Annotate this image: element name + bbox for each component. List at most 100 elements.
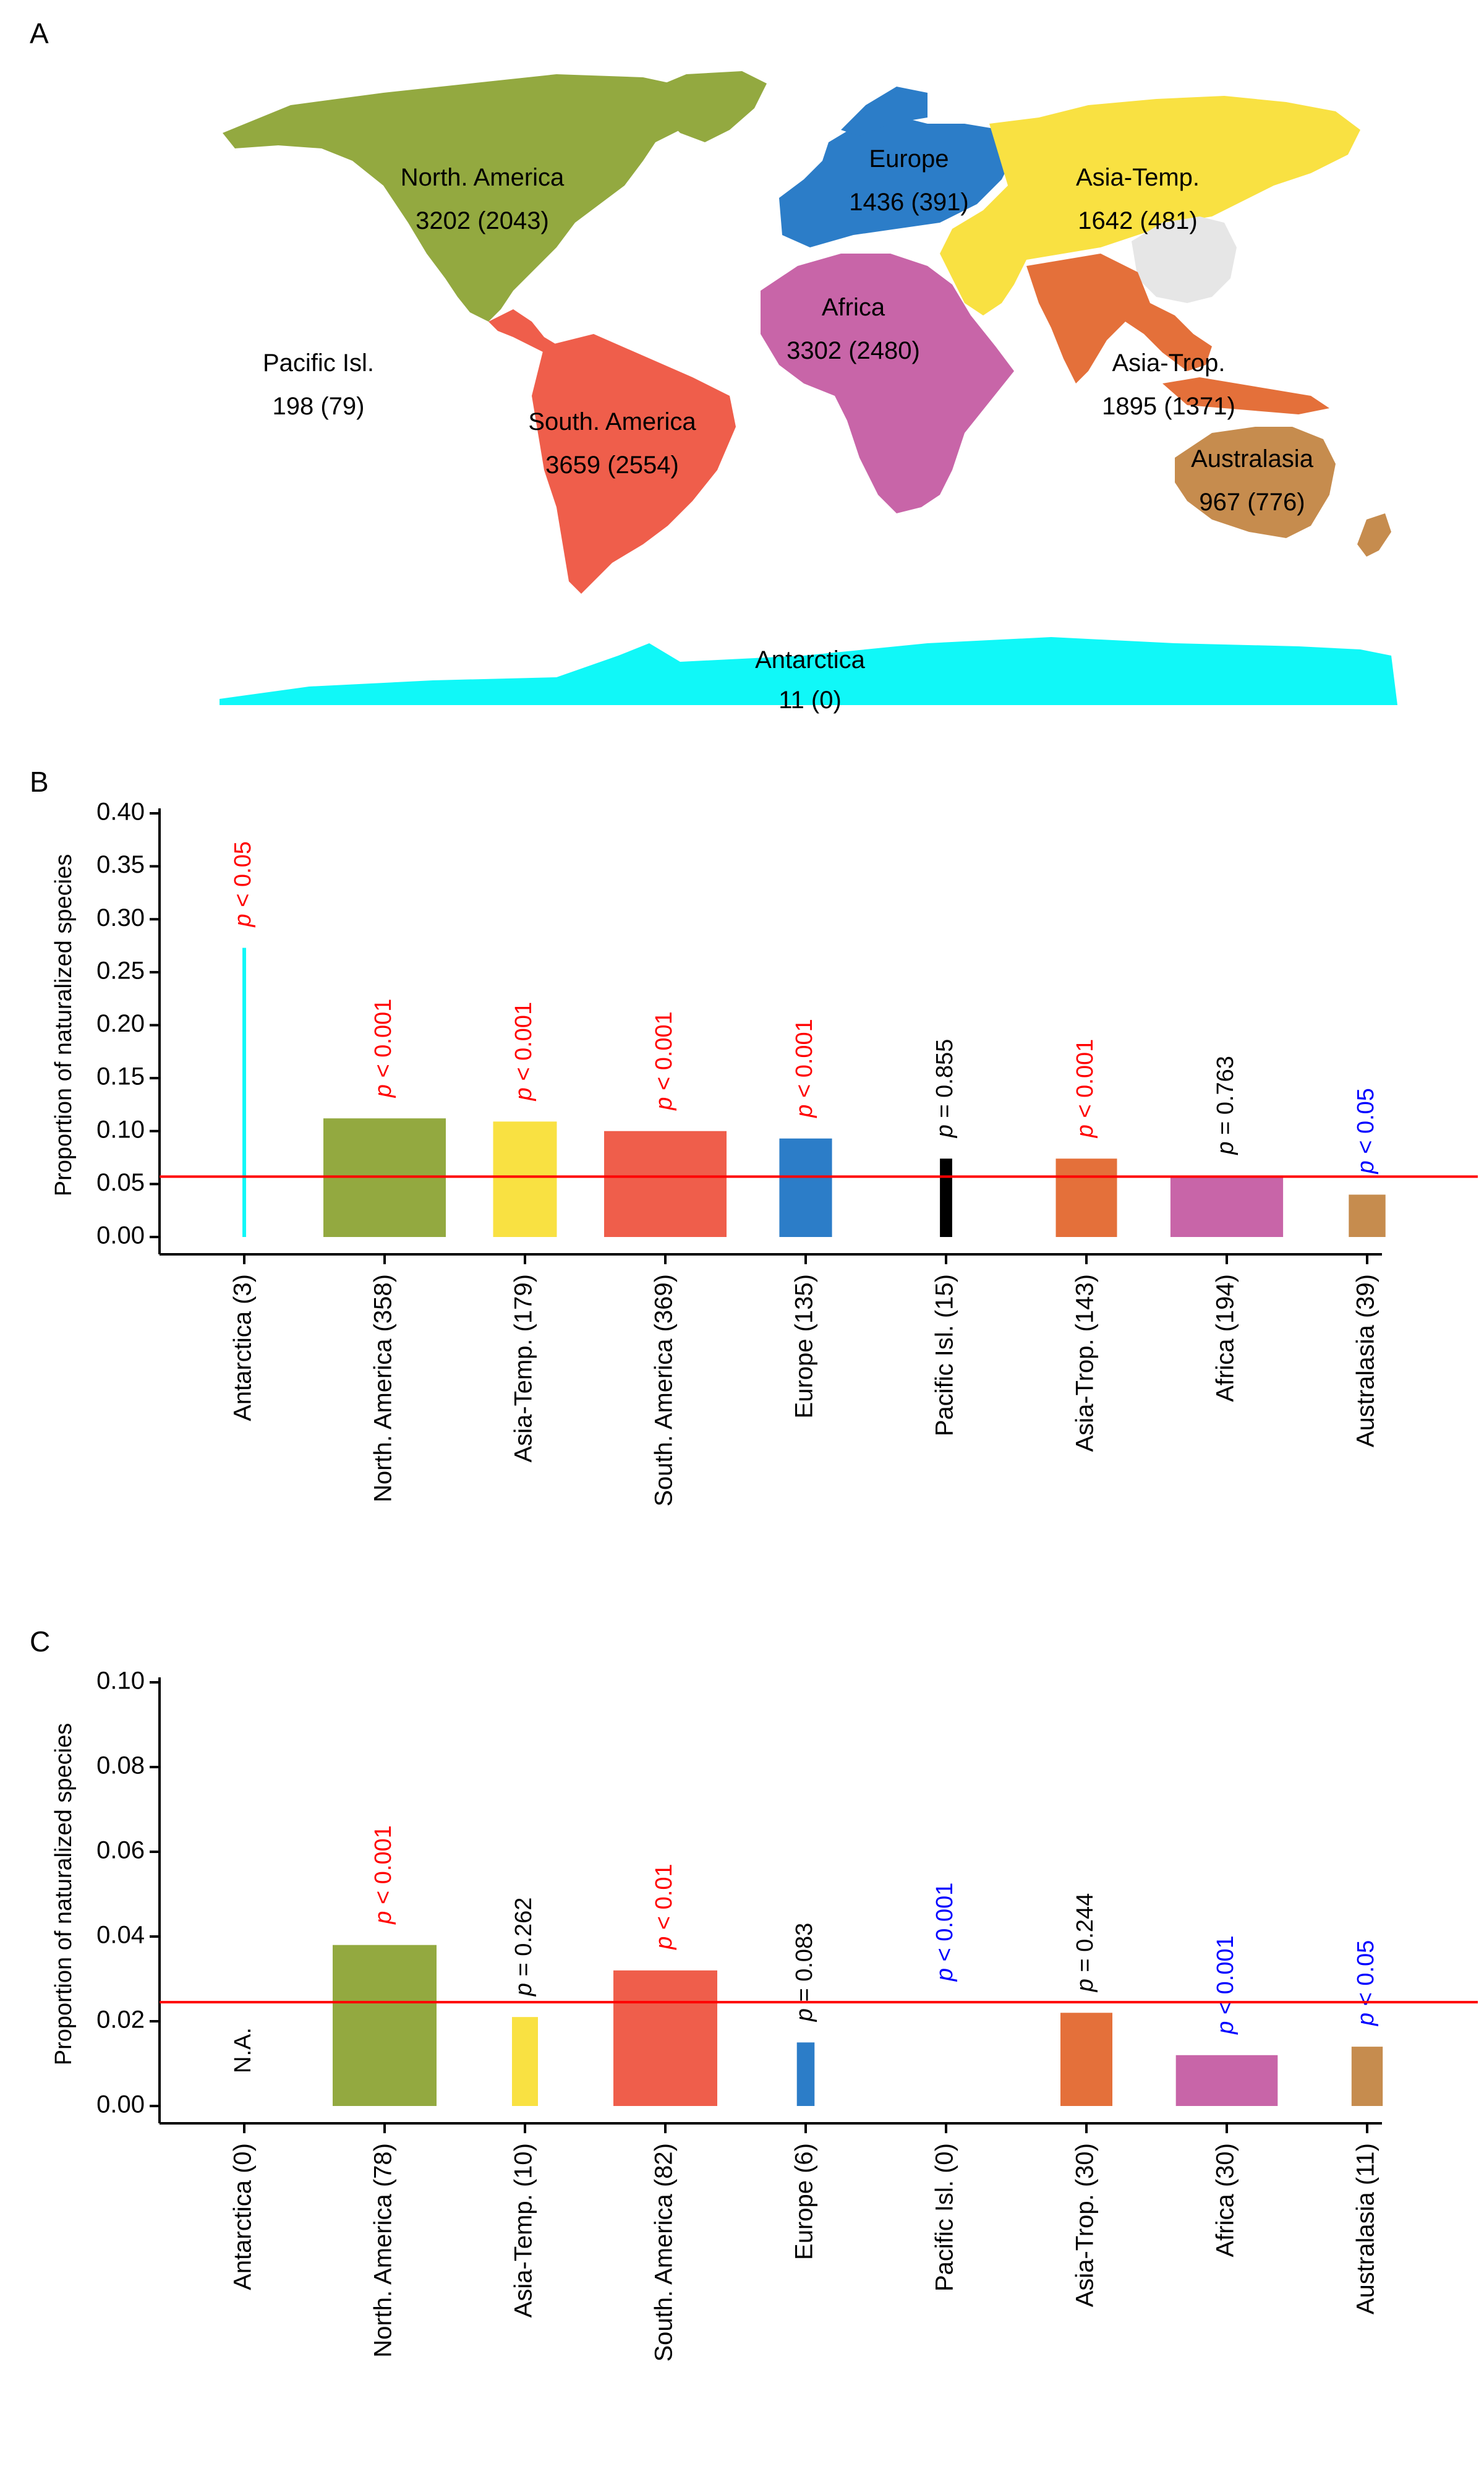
- map-label-south-america-count: 3659 (2554): [545, 452, 679, 479]
- bar[interactable]: [796, 2042, 815, 2106]
- map-label-north-america-name: North. America: [401, 164, 565, 191]
- x-tick-label: Pacific Isl. (0): [931, 2143, 958, 2292]
- bar[interactable]: [242, 948, 246, 1237]
- bar[interactable]: [1060, 2013, 1112, 2106]
- panel-letter-c: C: [30, 1625, 50, 1658]
- x-tick-label: Australasia (39): [1352, 1274, 1380, 1447]
- y-tick-label: 0.40: [96, 798, 145, 826]
- bar[interactable]: [604, 1131, 727, 1237]
- map-region-south-america[interactable]: [532, 334, 736, 594]
- map-region-greenland[interactable]: [649, 71, 767, 142]
- y-tick-label: 0.00: [96, 2091, 145, 2118]
- map-region-africa[interactable]: [761, 254, 1014, 513]
- x-tick-label: South. America (369): [650, 1274, 678, 1507]
- map-label-africa-count: 3302 (2480): [787, 337, 920, 364]
- map-region-north-america[interactable]: [223, 74, 717, 322]
- x-tick-label: Europe (135): [791, 1274, 818, 1418]
- map-region-scandinavia[interactable]: [841, 87, 927, 136]
- y-axis-label: Proportion of naturalized species: [51, 1723, 77, 2065]
- p-value-label: p < 0.001: [511, 1002, 537, 1102]
- world-map-panel: A North. America 3202 (2043) Europe 1436…: [30, 17, 1397, 714]
- y-tick-label: 0.30: [96, 904, 145, 931]
- map-label-asia-temp-name: Asia-Temp.: [1076, 164, 1200, 191]
- y-tick-label: 0.35: [96, 851, 145, 878]
- bar[interactable]: [613, 1970, 717, 2106]
- bar[interactable]: [1175, 2055, 1278, 2106]
- y-tick-label: 0.08: [96, 1752, 145, 1779]
- map-label-pacific-isl-count: 198 (79): [273, 393, 365, 420]
- p-value-label: p = 0.855: [932, 1039, 958, 1139]
- x-tick-label: Antarctica (3): [229, 1274, 257, 1421]
- p-value-label: p < 0.05: [230, 841, 256, 927]
- map-label-europe-count: 1436 (391): [849, 189, 968, 216]
- p-value-label: p < 0.05: [1353, 1088, 1379, 1174]
- map-label-pacific-isl-name: Pacific Isl.: [263, 349, 374, 377]
- map-region-australia[interactable]: [1175, 427, 1336, 538]
- x-tick-label: South. America (82): [650, 2143, 678, 2362]
- y-tick-label: 0.02: [96, 2006, 145, 2034]
- p-value-label: p = 0.763: [1213, 1056, 1239, 1155]
- x-tick-label: Asia-Trop. (143): [1072, 1274, 1099, 1452]
- x-tick-label: Asia-Temp. (179): [510, 1274, 537, 1463]
- chart-c-plot: Proportion of naturalized species 0.00 0.0…: [51, 1667, 1478, 2362]
- bar[interactable]: [1349, 1194, 1386, 1238]
- p-value-label: p < 0.001: [791, 1019, 817, 1118]
- bar[interactable]: [940, 1158, 952, 1237]
- bar[interactable]: [779, 1138, 832, 1237]
- map-label-asia-trop-name: Asia-Trop.: [1112, 349, 1225, 377]
- map-label-north-america-count: 3202 (2043): [416, 207, 549, 234]
- chart-b-plot: Proportion of naturalized species 0.00 0.0…: [51, 798, 1478, 1507]
- y-axis-label: Proportion of naturalized species: [51, 854, 77, 1196]
- p-value-label: p < 0.05: [1353, 1940, 1379, 2026]
- y-tick-label: 0.00: [96, 1222, 145, 1249]
- bar[interactable]: [512, 2017, 538, 2106]
- p-value-label: p < 0.001: [1072, 1039, 1098, 1139]
- y-tick-label: 0.25: [96, 957, 145, 984]
- map-region-indonesia[interactable]: [1162, 377, 1329, 414]
- p-value-label: p < 0.001: [651, 1011, 677, 1111]
- p-value-label: p = 0.083: [791, 1923, 817, 2022]
- bar-chart-panel-b: B Proportion of naturalized species 0.00 0…: [30, 766, 1478, 1507]
- bar[interactable]: [1055, 1158, 1117, 1237]
- bar[interactable]: [493, 1121, 557, 1237]
- map-region-europe[interactable]: [779, 114, 1014, 247]
- y-tick-label: 0.05: [96, 1169, 145, 1196]
- y-tick-label: 0.15: [96, 1063, 145, 1090]
- map-label-antarctica-name: Antarctica: [755, 646, 866, 674]
- map-label-asia-trop-count: 1895 (1371): [1102, 393, 1235, 420]
- x-tick-label: Asia-Temp. (10): [510, 2143, 537, 2318]
- map-label-south-america-name: South. America: [528, 408, 696, 435]
- map-region-asia-temperate[interactable]: [940, 96, 1360, 315]
- map-label-australasia-name: Australasia: [1191, 445, 1314, 473]
- bar[interactable]: [333, 1945, 437, 2106]
- p-value-label: p < 0.001: [1213, 1935, 1239, 2035]
- map-label-africa-name: Africa: [822, 294, 885, 321]
- x-tick-label: North. America (358): [370, 1274, 397, 1502]
- x-tick-label: Africa (30): [1212, 2143, 1239, 2258]
- map-region-antarctica[interactable]: [220, 637, 1397, 705]
- p-value-label: p < 0.001: [932, 1883, 958, 1982]
- y-tick-label: 0.10: [96, 1116, 145, 1143]
- bar[interactable]: [1351, 2047, 1383, 2106]
- p-value-label: p < 0.001: [370, 999, 396, 1098]
- y-tick-label: 0.20: [96, 1010, 145, 1037]
- y-tick-label: 0.04: [96, 1922, 145, 1949]
- y-tick-label: 0.10: [96, 1667, 145, 1695]
- p-value-label: p < 0.01: [651, 1864, 677, 1950]
- p-value-label: p = 0.262: [511, 1898, 537, 1997]
- map-label-asia-temp-count: 1642 (481): [1078, 207, 1197, 234]
- map-region-unassigned[interactable]: [1132, 216, 1237, 303]
- map-label-antarctica-count: 11 (0): [778, 687, 842, 714]
- panel-letter-a: A: [30, 17, 49, 49]
- map-region-central-america[interactable]: [488, 309, 560, 356]
- x-tick-label: Europe (6): [791, 2143, 818, 2260]
- map-label-europe-name: Europe: [869, 145, 949, 173]
- p-value-label: p = 0.244: [1072, 1893, 1098, 1993]
- x-tick-label: Pacific Isl. (15): [931, 1274, 958, 1436]
- map-region-asia-tropical[interactable]: [1026, 254, 1212, 383]
- bar-chart-panel-c: C Proportion of naturalized species 0.00 0…: [30, 1625, 1478, 2362]
- map-regions: [220, 71, 1397, 705]
- panel-letter-b: B: [30, 766, 49, 798]
- bar[interactable]: [1170, 1175, 1284, 1237]
- map-region-new-zealand[interactable]: [1357, 513, 1391, 557]
